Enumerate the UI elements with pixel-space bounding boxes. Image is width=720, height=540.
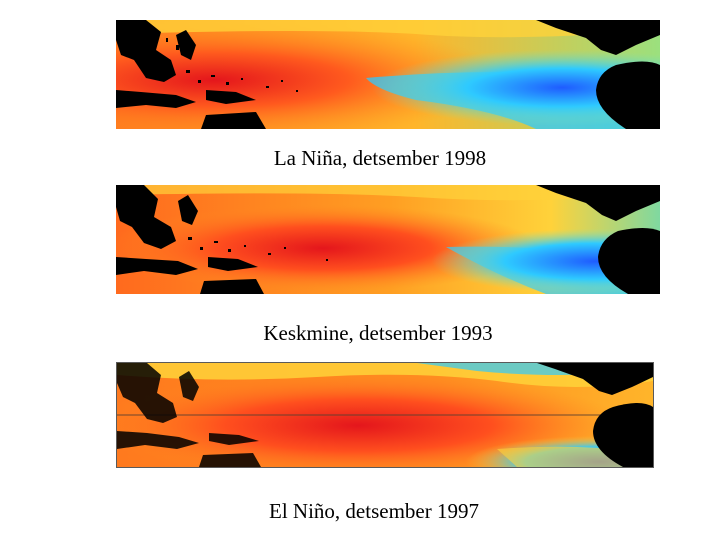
sst-map-la-nina-image [116, 20, 660, 129]
sst-map-average [116, 185, 660, 294]
sst-map-el-nino-image [117, 363, 653, 467]
sst-map-la-nina [116, 20, 660, 129]
caption-la-nina: La Niña, detsember 1998 [273, 146, 487, 170]
sst-map-el-nino [116, 362, 654, 468]
caption-el-nino: El Niño, detsember 1997 [269, 499, 479, 523]
sst-map-average-image [116, 185, 660, 294]
caption-average: Keskmine, detsember 1993 [263, 321, 493, 345]
